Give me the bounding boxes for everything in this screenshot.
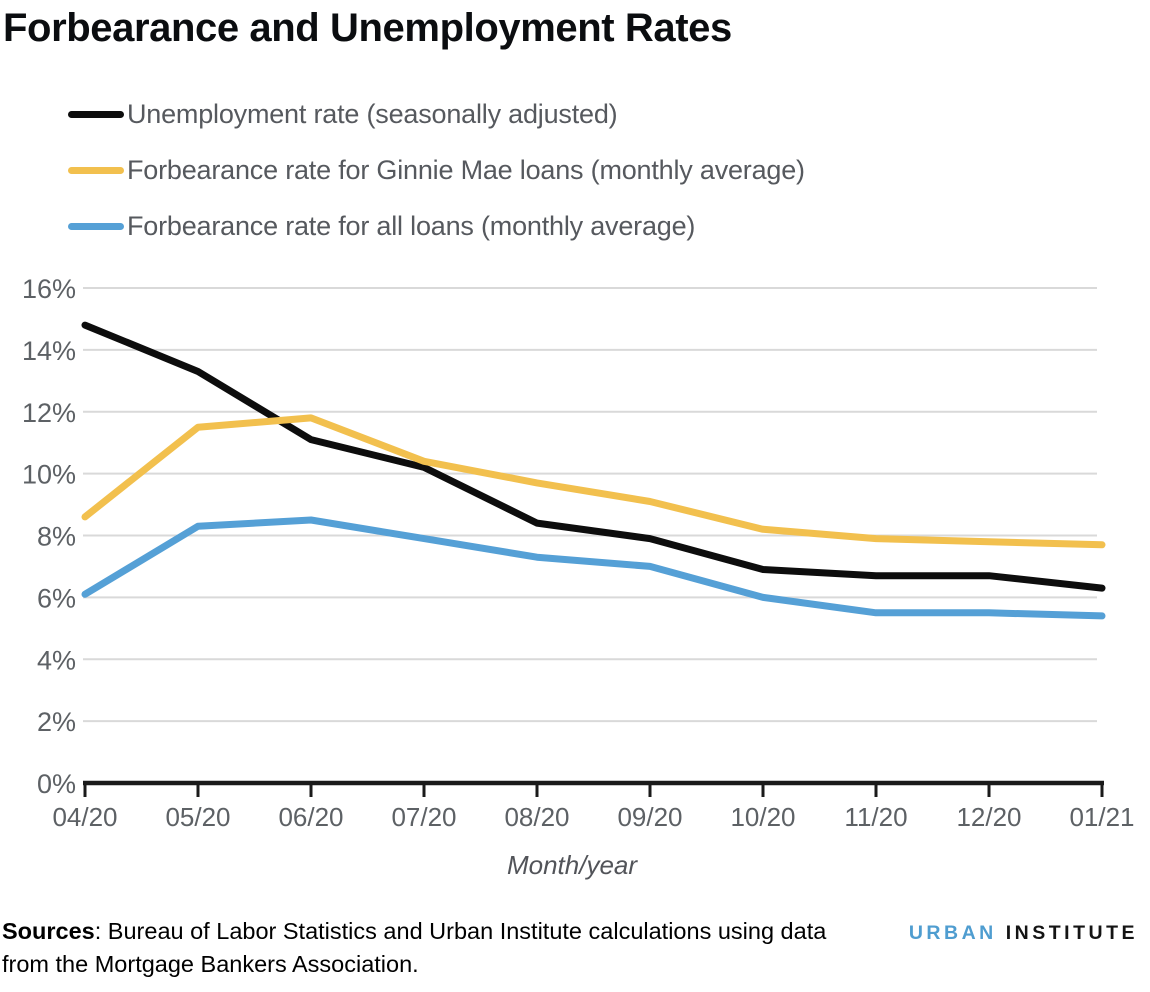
x-tick-label: 06/20 <box>278 802 343 832</box>
y-tick-label: 2% <box>37 707 76 737</box>
sources-text: : Bureau of Labor Statistics and Urban I… <box>2 918 827 978</box>
logo-word-institute: INSTITUTE <box>1005 922 1138 944</box>
legend-swatch <box>68 222 124 230</box>
x-tick-label: 08/20 <box>504 802 569 832</box>
x-tick-label: 05/20 <box>165 802 230 832</box>
urban-institute-logo: URBAN INSTITUTE <box>909 922 1138 945</box>
series-line <box>81 516 1106 620</box>
x-axis <box>83 780 1104 797</box>
legend-label: Unemployment rate (seasonally adjusted) <box>127 98 618 129</box>
y-tick-label: 12% <box>22 398 76 428</box>
x-tick-label: 09/20 <box>617 802 682 832</box>
legend-item: Forbearance rate for Ginnie Mae loans (m… <box>68 142 805 198</box>
x-tick-label: 10/20 <box>730 802 795 832</box>
x-axis-labels: 04/20 05/20 06/20 07/20 08/20 09/20 10/20 11/20… <box>52 802 1134 832</box>
legend: Unemployment rate (seasonally adjusted) F… <box>68 86 805 254</box>
sources-label: Sources <box>2 918 95 944</box>
chart-title: Forbearance and Unemployment Rates <box>3 6 732 50</box>
y-tick-label: 16% <box>22 274 76 304</box>
legend-swatch <box>68 110 124 118</box>
x-tick-label: 12/20 <box>956 802 1021 832</box>
y-tick-label: 4% <box>37 645 76 675</box>
x-tick-label: 04/20 <box>52 802 117 832</box>
legend-label: Forbearance rate for all loans (monthly … <box>127 210 696 241</box>
source-note: Sources: Bureau of Labor Statistics and … <box>2 915 864 982</box>
series-line <box>81 414 1106 549</box>
logo-word-urban: URBAN <box>908 922 997 944</box>
x-tick-label: 11/20 <box>844 802 907 832</box>
y-tick-label: 6% <box>37 583 76 613</box>
y-tick-label: 0% <box>37 769 76 799</box>
y-tick-label: 14% <box>22 336 76 366</box>
legend-label: Forbearance rate for Ginnie Mae loans (m… <box>127 154 805 185</box>
x-axis-title: Month/year <box>507 850 638 880</box>
legend-item: Forbearance rate for all loans (monthly … <box>68 198 805 254</box>
series-line <box>81 321 1106 592</box>
legend-item: Unemployment rate (seasonally adjusted) <box>68 86 805 142</box>
x-tick-label: 01/21 <box>1069 802 1134 832</box>
y-tick-label: 8% <box>37 522 76 552</box>
gridlines <box>83 287 1097 723</box>
x-tick-label: 07/20 <box>391 802 456 832</box>
y-axis-labels: 0% 2% 4% 6% 8% 10% 12% 14% 16% <box>22 274 76 799</box>
legend-swatch <box>68 166 124 174</box>
y-tick-label: 10% <box>22 460 76 490</box>
